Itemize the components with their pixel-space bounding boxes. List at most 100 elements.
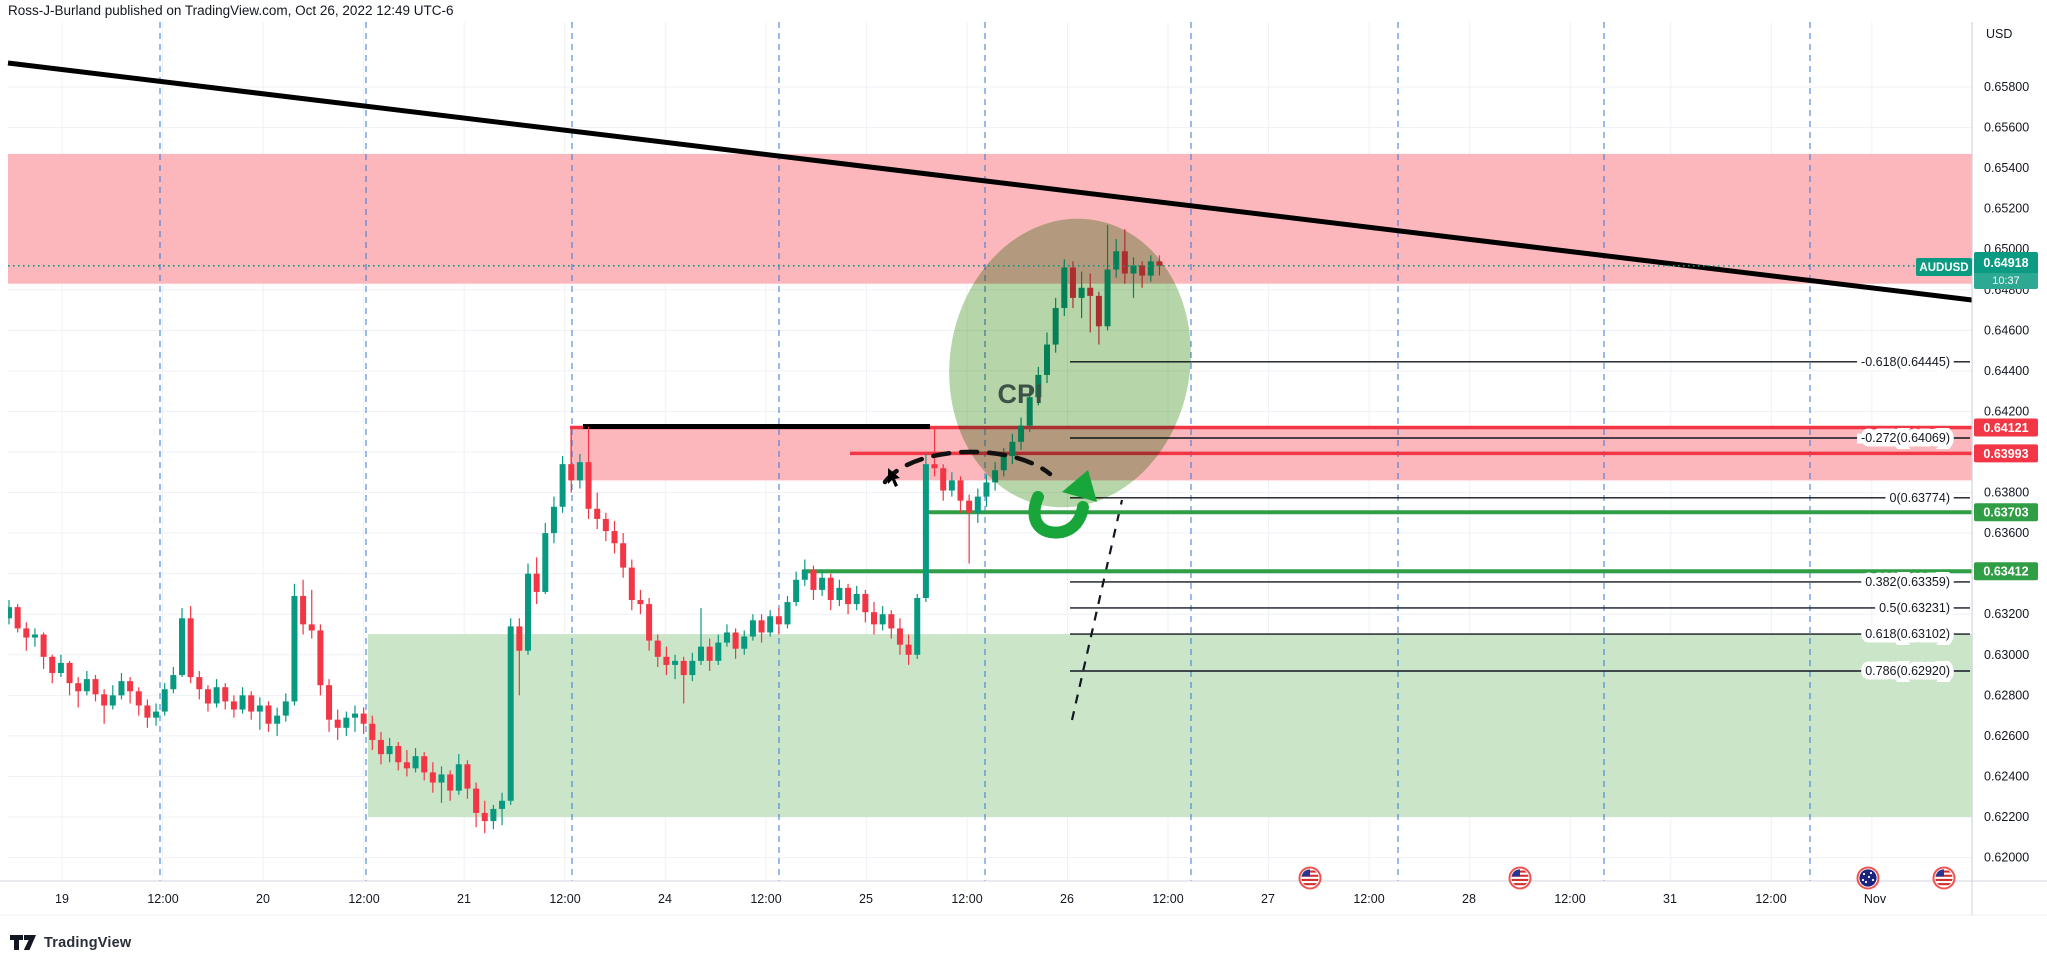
candle-body xyxy=(230,701,237,710)
candle-body xyxy=(611,531,618,544)
candle-body xyxy=(447,774,454,791)
bar-countdown-text: 10:37 xyxy=(1992,275,2020,287)
fib-level-label: 0.618(0.63102) xyxy=(1865,627,1950,641)
price-line-badge-text: 0.63412 xyxy=(1983,565,2028,579)
price-tick-label: 0.62600 xyxy=(1984,729,2029,743)
annotation-drawings[interactable]: CPI xyxy=(882,379,1097,539)
fib-level-label: 0.382(0.63359) xyxy=(1865,575,1950,589)
flag-star xyxy=(1869,871,1873,875)
candle-body xyxy=(265,705,272,724)
fib-level-label: 0.5(0.63231) xyxy=(1879,601,1950,615)
time-tick-label: 12:00 xyxy=(951,892,982,906)
us-flag-event-icon[interactable] xyxy=(1508,866,1532,890)
candle-body xyxy=(732,632,739,649)
dashed-projection-line[interactable] xyxy=(1070,499,1124,721)
candle-body xyxy=(481,812,488,822)
time-tick-label: 20 xyxy=(256,892,270,906)
price-tick-label: 0.63200 xyxy=(1984,607,2029,621)
candle-body xyxy=(127,681,134,692)
time-tick-label: 19 xyxy=(55,892,69,906)
tradingview-logo[interactable]: TradingView xyxy=(10,934,131,951)
flag-stripe xyxy=(1935,878,1953,881)
time-tick-label: Nov xyxy=(1864,892,1887,906)
supply-demand-zones[interactable] xyxy=(8,153,1972,818)
candle-body xyxy=(438,774,445,783)
time-axis-background[interactable] xyxy=(0,881,2047,915)
candle-body xyxy=(14,607,21,629)
candle-body xyxy=(248,695,255,712)
dashed-arc[interactable] xyxy=(882,449,1053,485)
candle-body xyxy=(455,764,462,791)
highlight-ellipse[interactable] xyxy=(927,199,1214,526)
candle-body xyxy=(576,462,583,481)
candle-body xyxy=(689,660,696,676)
symbol-badge-text: AUDUSD xyxy=(1919,262,1968,274)
descending-trendline[interactable] xyxy=(7,60,1973,303)
fib-level-label: 0.786(0.62920) xyxy=(1865,664,1950,678)
flag-stripe xyxy=(1511,878,1529,881)
price-axis[interactable]: USD 0.658000.656000.654000.652000.650000… xyxy=(1971,22,2029,915)
candle-body xyxy=(749,620,756,637)
candle-body xyxy=(222,687,229,702)
time-tick-label: 12:00 xyxy=(549,892,580,906)
candle-body xyxy=(801,569,808,580)
candle-body xyxy=(49,656,56,674)
mouse-cursor-icon xyxy=(888,468,900,487)
candle-body xyxy=(161,689,168,712)
us-flag-event-icon[interactable] xyxy=(1932,866,1956,890)
fib-level-label: 0(0.63774) xyxy=(1890,491,1950,505)
candle-body xyxy=(862,593,869,613)
flag-canton xyxy=(1935,869,1944,877)
price-tick-label: 0.65800 xyxy=(1984,80,2029,94)
candle-body xyxy=(654,640,661,657)
candle-body xyxy=(827,577,834,601)
candle-body xyxy=(473,788,480,813)
price-line-badge-text: 0.63993 xyxy=(1983,447,2028,461)
candle-body xyxy=(343,717,350,728)
candle-body xyxy=(31,634,38,638)
price-tick-label: 0.63800 xyxy=(1984,486,2029,500)
candle-body xyxy=(698,646,704,661)
candle-body xyxy=(109,695,116,706)
candle-body xyxy=(957,480,964,501)
descending-trendline[interactable] xyxy=(7,60,1973,303)
candle-body xyxy=(490,808,497,822)
candle-body xyxy=(412,756,419,769)
candle-body xyxy=(360,713,367,724)
candle-body xyxy=(585,462,592,509)
candle-body xyxy=(334,719,341,728)
us-flag-event-icon[interactable] xyxy=(1298,866,1322,890)
price-line-badge-text: 0.64121 xyxy=(1983,421,2028,435)
price-line-badges: 0.64121 0.63993 0.63703 0.63412 xyxy=(1974,418,2038,581)
candle-body xyxy=(213,687,220,704)
time-tick-label: 12:00 xyxy=(1152,892,1183,906)
au-flag-event-icon[interactable] xyxy=(1856,866,1880,890)
highlight-ellipse[interactable] xyxy=(927,199,1214,526)
green-curved-arrow-head[interactable] xyxy=(1062,470,1097,502)
zone-support-lower[interactable] xyxy=(368,634,1972,818)
candle-body xyxy=(75,683,82,692)
fib-retracement-lines[interactable] xyxy=(1070,361,1970,721)
price-tick-label: 0.62000 xyxy=(1984,851,2029,865)
cpi-annotation-label[interactable]: CPI xyxy=(997,379,1042,409)
candle-body xyxy=(239,695,246,710)
flag-star xyxy=(1862,872,1866,876)
time-tick-label: 31 xyxy=(1663,892,1677,906)
flag-star xyxy=(1871,878,1875,882)
price-line-badge xyxy=(1974,562,2038,581)
candle-body xyxy=(715,642,722,661)
time-axis[interactable]: 19 12:00 20 12:00 21 12:00 24 12:00 25 12:00 26 12:… xyxy=(0,866,2047,916)
candle-body xyxy=(144,705,151,718)
candle-body xyxy=(741,636,748,649)
candle-body xyxy=(948,480,955,491)
green-curved-arrow-body[interactable] xyxy=(1028,491,1089,539)
time-tick-label: 28 xyxy=(1462,892,1476,906)
candle-body xyxy=(896,628,903,645)
price-tick-label: 0.63600 xyxy=(1984,526,2029,540)
candle-body xyxy=(680,660,687,676)
candle-body xyxy=(672,660,679,665)
flag-star xyxy=(1864,880,1868,884)
flag-stripe xyxy=(1935,883,1953,886)
price-chart-canvas[interactable]: CPI 19 12:00 20 12:00 21 12:00 24 12:00 25 12:00 2… xyxy=(0,22,2047,960)
candle-body xyxy=(775,616,782,625)
